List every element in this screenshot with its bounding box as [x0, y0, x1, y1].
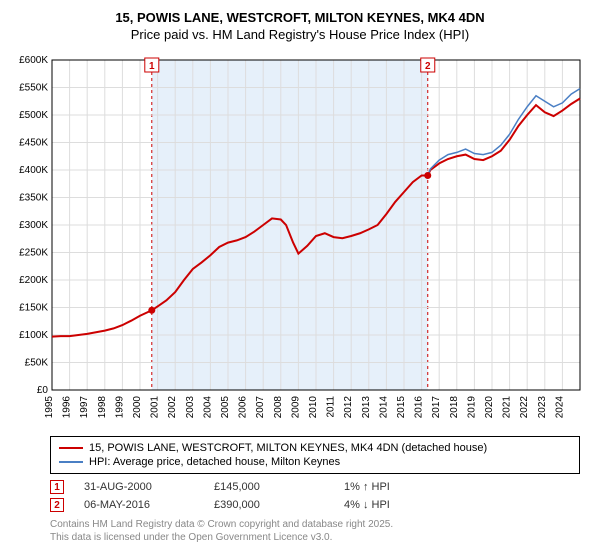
legend-item: HPI: Average price, detached house, Milt… [59, 455, 571, 469]
price-chart: £0 £50K £100K £150K £200K £250K £300K £350K £400… [10, 50, 590, 430]
x-tick-label: 2002 [167, 396, 178, 419]
x-tick-label: 2004 [202, 396, 213, 419]
x-tick-label: 2015 [396, 396, 407, 419]
sale-marker: 2 [50, 498, 64, 512]
sale-marker-num: 1 [149, 61, 155, 72]
sale-row: 2 06-MAY-2016 £390,000 4% ↓ HPI [50, 498, 590, 512]
x-tick-label: 2022 [519, 396, 530, 419]
x-tick-label: 2003 [185, 396, 196, 419]
title-line1: 15, POWIS LANE, WESTCROFT, MILTON KEYNES… [10, 10, 590, 25]
y-tick-label: £150K [19, 303, 48, 314]
y-tick-label: £450K [19, 138, 48, 149]
y-tick-label: £100K [19, 330, 48, 341]
y-tick-label: £500K [19, 110, 48, 121]
attribution: Contains HM Land Registry data © Crown c… [50, 518, 590, 544]
x-tick-label: 1998 [97, 396, 108, 419]
y-tick-label: £300K [19, 220, 48, 231]
chart-title-block: 15, POWIS LANE, WESTCROFT, MILTON KEYNES… [10, 10, 590, 42]
sale-delta: 1% ↑ HPI [344, 481, 390, 493]
legend-item: 15, POWIS LANE, WESTCROFT, MILTON KEYNES… [59, 441, 571, 455]
y-tick-label: £200K [19, 275, 48, 286]
sale-marker-num: 2 [425, 61, 431, 72]
legend-swatch [59, 461, 83, 463]
x-tick-label: 2001 [150, 396, 161, 419]
x-tick-label: 2011 [326, 396, 337, 418]
legend: 15, POWIS LANE, WESTCROFT, MILTON KEYNES… [50, 436, 580, 474]
y-tick-label: £400K [19, 165, 48, 176]
sale-marker: 1 [50, 480, 64, 494]
title-line2: Price paid vs. HM Land Registry's House … [10, 27, 590, 42]
x-tick-label: 2021 [502, 396, 513, 419]
x-tick-label: 1995 [44, 396, 55, 419]
x-tick-label: 2013 [361, 396, 372, 419]
legend-label: 15, POWIS LANE, WESTCROFT, MILTON KEYNES… [89, 442, 487, 454]
x-tick-label: 2005 [220, 396, 231, 419]
x-tick-label: 2024 [554, 396, 565, 419]
x-tick-label: 2008 [273, 396, 284, 419]
sale-date: 06-MAY-2016 [84, 499, 194, 511]
x-tick-label: 2009 [290, 396, 301, 419]
sale-dot [148, 307, 155, 314]
x-tick-label: 2006 [238, 396, 249, 419]
sale-row: 1 31-AUG-2000 £145,000 1% ↑ HPI [50, 480, 590, 494]
sale-delta: 4% ↓ HPI [344, 499, 390, 511]
attribution-line2: This data is licensed under the Open Gov… [50, 531, 590, 544]
legend-label: HPI: Average price, detached house, Milt… [89, 456, 340, 468]
x-tick-label: 2010 [308, 396, 319, 419]
y-tick-label: £600K [19, 55, 48, 66]
y-tick-label: £0 [37, 385, 49, 396]
x-tick-label: 1997 [79, 396, 90, 419]
x-tick-label: 2007 [255, 396, 266, 419]
sale-price: £145,000 [214, 481, 324, 493]
x-tick-label: 1996 [62, 396, 73, 419]
x-tick-label: 2016 [414, 396, 425, 419]
x-tick-label: 2014 [378, 396, 389, 419]
sales-list: 1 31-AUG-2000 £145,000 1% ↑ HPI 2 06-MAY-2016… [10, 480, 590, 512]
sale-dot [424, 172, 431, 179]
x-tick-label: 2012 [343, 396, 354, 419]
y-tick-label: £350K [19, 193, 48, 204]
x-tick-label: 2019 [466, 396, 477, 419]
y-tick-label: £50K [25, 358, 49, 369]
x-tick-label: 2023 [537, 396, 548, 419]
series-hpi [428, 89, 580, 176]
x-tick-label: 2017 [431, 396, 442, 419]
x-tick-label: 1999 [114, 396, 125, 419]
y-tick-label: £250K [19, 248, 48, 259]
y-tick-label: £550K [19, 83, 48, 94]
legend-swatch [59, 447, 83, 449]
x-tick-label: 2018 [449, 396, 460, 419]
x-tick-label: 2020 [484, 396, 495, 419]
sale-price: £390,000 [214, 499, 324, 511]
sale-date: 31-AUG-2000 [84, 481, 194, 493]
attribution-line1: Contains HM Land Registry data © Crown c… [50, 518, 590, 531]
x-tick-label: 2000 [132, 396, 143, 419]
